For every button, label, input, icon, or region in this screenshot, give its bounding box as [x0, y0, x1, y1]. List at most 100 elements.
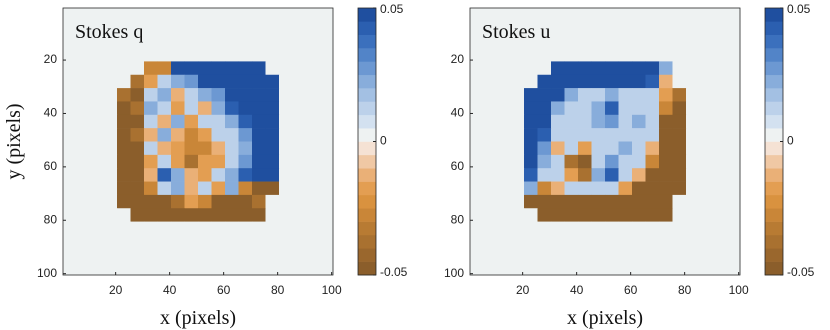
- heatmap-cell: [130, 234, 145, 249]
- heatmap-cell: [564, 168, 579, 182]
- heatmap-cell: [726, 88, 741, 102]
- heatmap-cell: [292, 221, 307, 236]
- heatmap-cell: [578, 181, 592, 196]
- heatmap-cell: [578, 101, 592, 116]
- heatmap-cell: [306, 234, 320, 249]
- heatmap-cell: [238, 8, 253, 22]
- colorbar-segment: [765, 48, 783, 62]
- heatmap-cell: [130, 61, 145, 76]
- heatmap-cell: [497, 101, 511, 116]
- heatmap-cell: [686, 21, 700, 35]
- heatmap-cell: [713, 194, 727, 209]
- colorbar-segment: [765, 221, 783, 236]
- heatmap-cell: [157, 8, 172, 22]
- heatmap-cell: [265, 74, 280, 89]
- heatmap-cell: [265, 168, 280, 182]
- heatmap-cell: [537, 48, 552, 62]
- colorbar-segment: [765, 141, 783, 156]
- heatmap-cell: [497, 74, 511, 89]
- heatmap-cell: [497, 154, 511, 169]
- heatmap-cell: [292, 114, 307, 129]
- heatmap-cell: [645, 168, 660, 182]
- heatmap-cell: [184, 34, 199, 49]
- heatmap-cell: [672, 61, 687, 76]
- heatmap-cell: [90, 194, 104, 209]
- heatmap-cell: [76, 114, 91, 129]
- heatmap-cell: [470, 194, 484, 209]
- heatmap-cell: [198, 8, 212, 22]
- heatmap-cell: [497, 181, 511, 196]
- heatmap-cell: [578, 261, 592, 276]
- heatmap-cell: [672, 168, 687, 182]
- colorbar-segment: [765, 154, 783, 169]
- heatmap-cell: [279, 234, 293, 249]
- heatmap-cell: [63, 248, 77, 262]
- heatmap-cell: [659, 141, 673, 156]
- heatmap-cell: [292, 141, 307, 156]
- heatmap-cell: [117, 8, 131, 22]
- heatmap-cell: [632, 234, 646, 249]
- heatmap-cell: [510, 141, 525, 156]
- heatmap-cell: [524, 61, 538, 76]
- heatmap-cell: [618, 21, 633, 35]
- heatmap-cell: [130, 221, 145, 236]
- heatmap-cell: [76, 48, 91, 62]
- heatmap-cell: [157, 141, 172, 156]
- heatmap-cell: [225, 141, 239, 156]
- heatmap-cell: [605, 248, 619, 262]
- heatmap-cell: [306, 208, 320, 222]
- y-tick-label: 60: [451, 159, 465, 173]
- heatmap-cell: [306, 141, 320, 156]
- heatmap-cell: [90, 208, 104, 222]
- heatmap-cell: [157, 221, 172, 236]
- heatmap-cell: [726, 114, 741, 129]
- heatmap-cell: [144, 248, 158, 262]
- heatmap-cell: [144, 234, 158, 249]
- heatmap-cell: [306, 168, 320, 182]
- heatmap-cell: [672, 74, 687, 89]
- heatmap-cell: [699, 154, 714, 169]
- heatmap-cell: [238, 168, 253, 182]
- panel-title: Stokes u: [482, 21, 550, 43]
- heatmap-cell: [184, 74, 199, 89]
- heatmap-cell: [564, 141, 579, 156]
- heatmap-cell: [645, 221, 660, 236]
- heatmap-cell: [292, 48, 307, 62]
- heatmap-cell: [144, 181, 158, 196]
- heatmap-cell: [497, 48, 511, 62]
- heatmap-cell: [252, 168, 266, 182]
- heatmap-cell: [645, 48, 660, 62]
- heatmap-cell: [117, 114, 131, 129]
- heatmap-cell: [63, 141, 77, 156]
- heatmap-cell: [279, 261, 293, 276]
- heatmap-cell: [184, 234, 199, 249]
- heatmap-cell: [144, 48, 158, 62]
- heatmap-cell: [238, 141, 253, 156]
- heatmap-cell: [306, 181, 320, 196]
- heatmap-cell: [211, 234, 226, 249]
- heatmap-cell: [184, 194, 199, 209]
- heatmap-cell: [632, 8, 646, 22]
- colorbar-segment: [358, 154, 376, 169]
- heatmap-cell: [198, 61, 212, 76]
- heatmap-cell: [130, 21, 145, 35]
- heatmap-cell: [130, 194, 145, 209]
- heatmap-cell: [497, 114, 511, 129]
- heatmap-cell: [306, 101, 320, 116]
- heatmap-cell: [319, 114, 334, 129]
- heatmap-cell: [252, 261, 266, 276]
- heatmap-cell: [497, 221, 511, 236]
- heatmap-cell: [103, 88, 118, 102]
- heatmap-cell: [564, 221, 579, 236]
- heatmap-cell: [591, 141, 606, 156]
- heatmap-cell: [510, 181, 525, 196]
- heatmap-cell: [279, 114, 293, 129]
- heatmap-cell: [645, 128, 660, 142]
- heatmap-cell: [591, 101, 606, 116]
- heatmap-cell: [524, 141, 538, 156]
- heatmap-cell: [184, 221, 199, 236]
- heatmap-cell: [63, 154, 77, 169]
- heatmap-cell: [157, 61, 172, 76]
- heatmap-cell: [211, 194, 226, 209]
- heatmap-cell: [238, 221, 253, 236]
